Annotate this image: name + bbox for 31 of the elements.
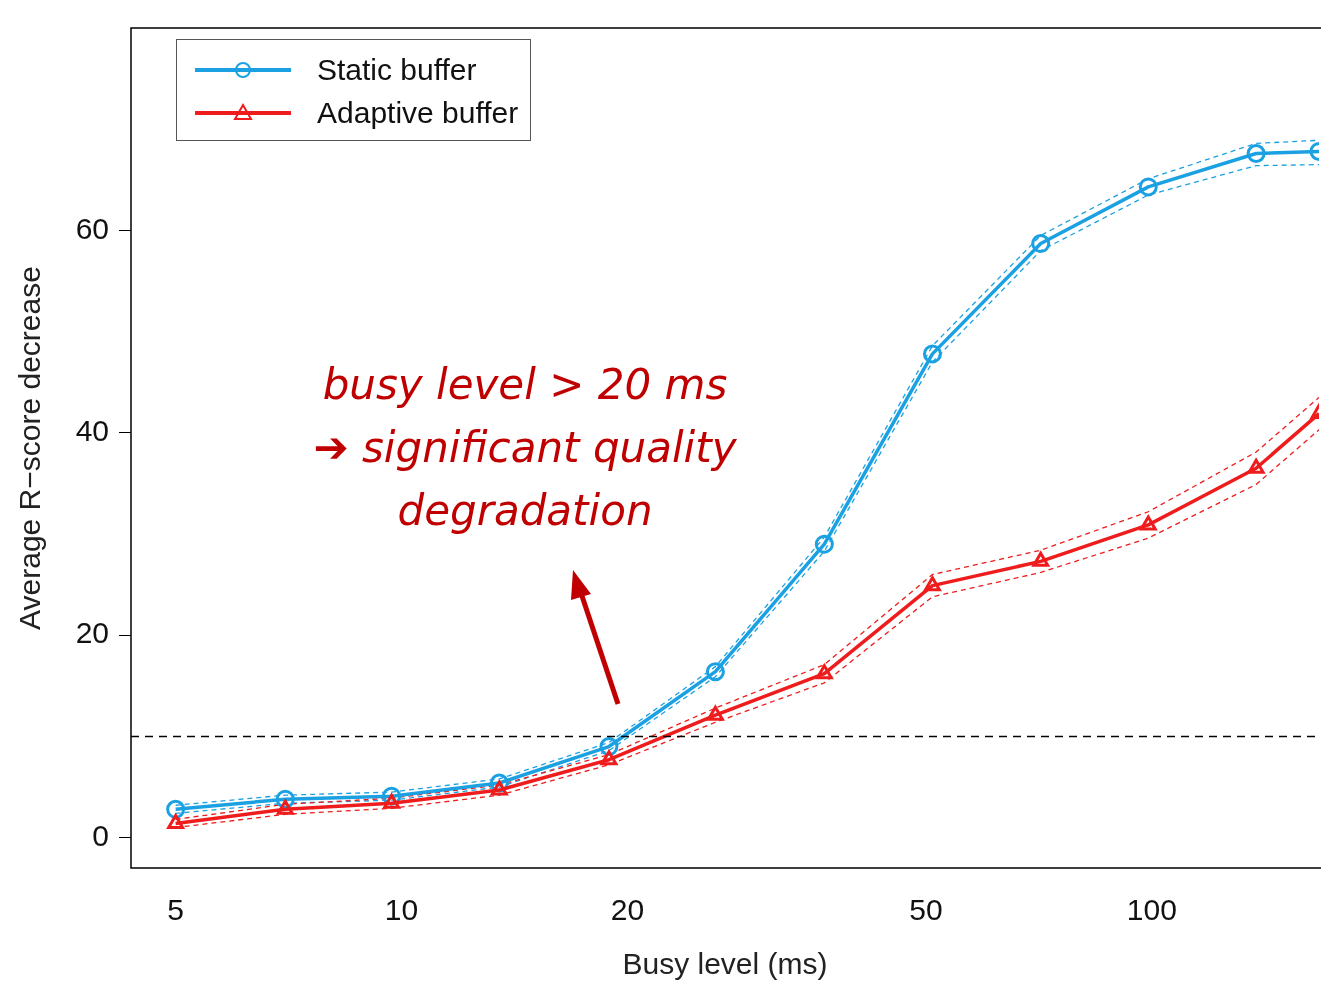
point bbox=[814, 534, 834, 554]
point bbox=[705, 662, 725, 682]
point bbox=[490, 780, 508, 796]
point bbox=[815, 664, 833, 680]
y-tick-label: 0 bbox=[92, 818, 109, 852]
point bbox=[383, 793, 401, 809]
x-tick-label: 10 bbox=[384, 893, 419, 927]
x-tick-label: 20 bbox=[610, 893, 645, 927]
y-tick-label: 40 bbox=[75, 414, 109, 448]
point bbox=[1139, 515, 1157, 531]
point bbox=[1138, 177, 1158, 197]
point bbox=[276, 799, 294, 815]
point bbox=[1246, 143, 1266, 163]
legend-label: Static buffer bbox=[317, 52, 477, 87]
point bbox=[706, 705, 724, 721]
point bbox=[1247, 458, 1265, 474]
point bbox=[924, 576, 941, 592]
point bbox=[600, 750, 618, 766]
annotation: busy level > 20 ms ➔ significant quality degradation bbox=[313, 359, 738, 535]
point bbox=[922, 344, 942, 364]
y-tick-label: 20 bbox=[75, 616, 109, 650]
point bbox=[167, 813, 185, 829]
x-axis-title: Busy level (ms) bbox=[622, 947, 828, 981]
point bbox=[1032, 551, 1050, 567]
x-tick-label: 100 bbox=[1126, 893, 1177, 927]
legend-label: Adaptive buffer bbox=[317, 95, 519, 130]
point bbox=[1031, 234, 1051, 254]
y-tick-label: 60 bbox=[75, 211, 109, 245]
y-axis-title: Average R−score decrease bbox=[13, 266, 47, 630]
x-tick-label: 50 bbox=[909, 893, 943, 927]
x-tick-label: 5 bbox=[167, 893, 184, 927]
